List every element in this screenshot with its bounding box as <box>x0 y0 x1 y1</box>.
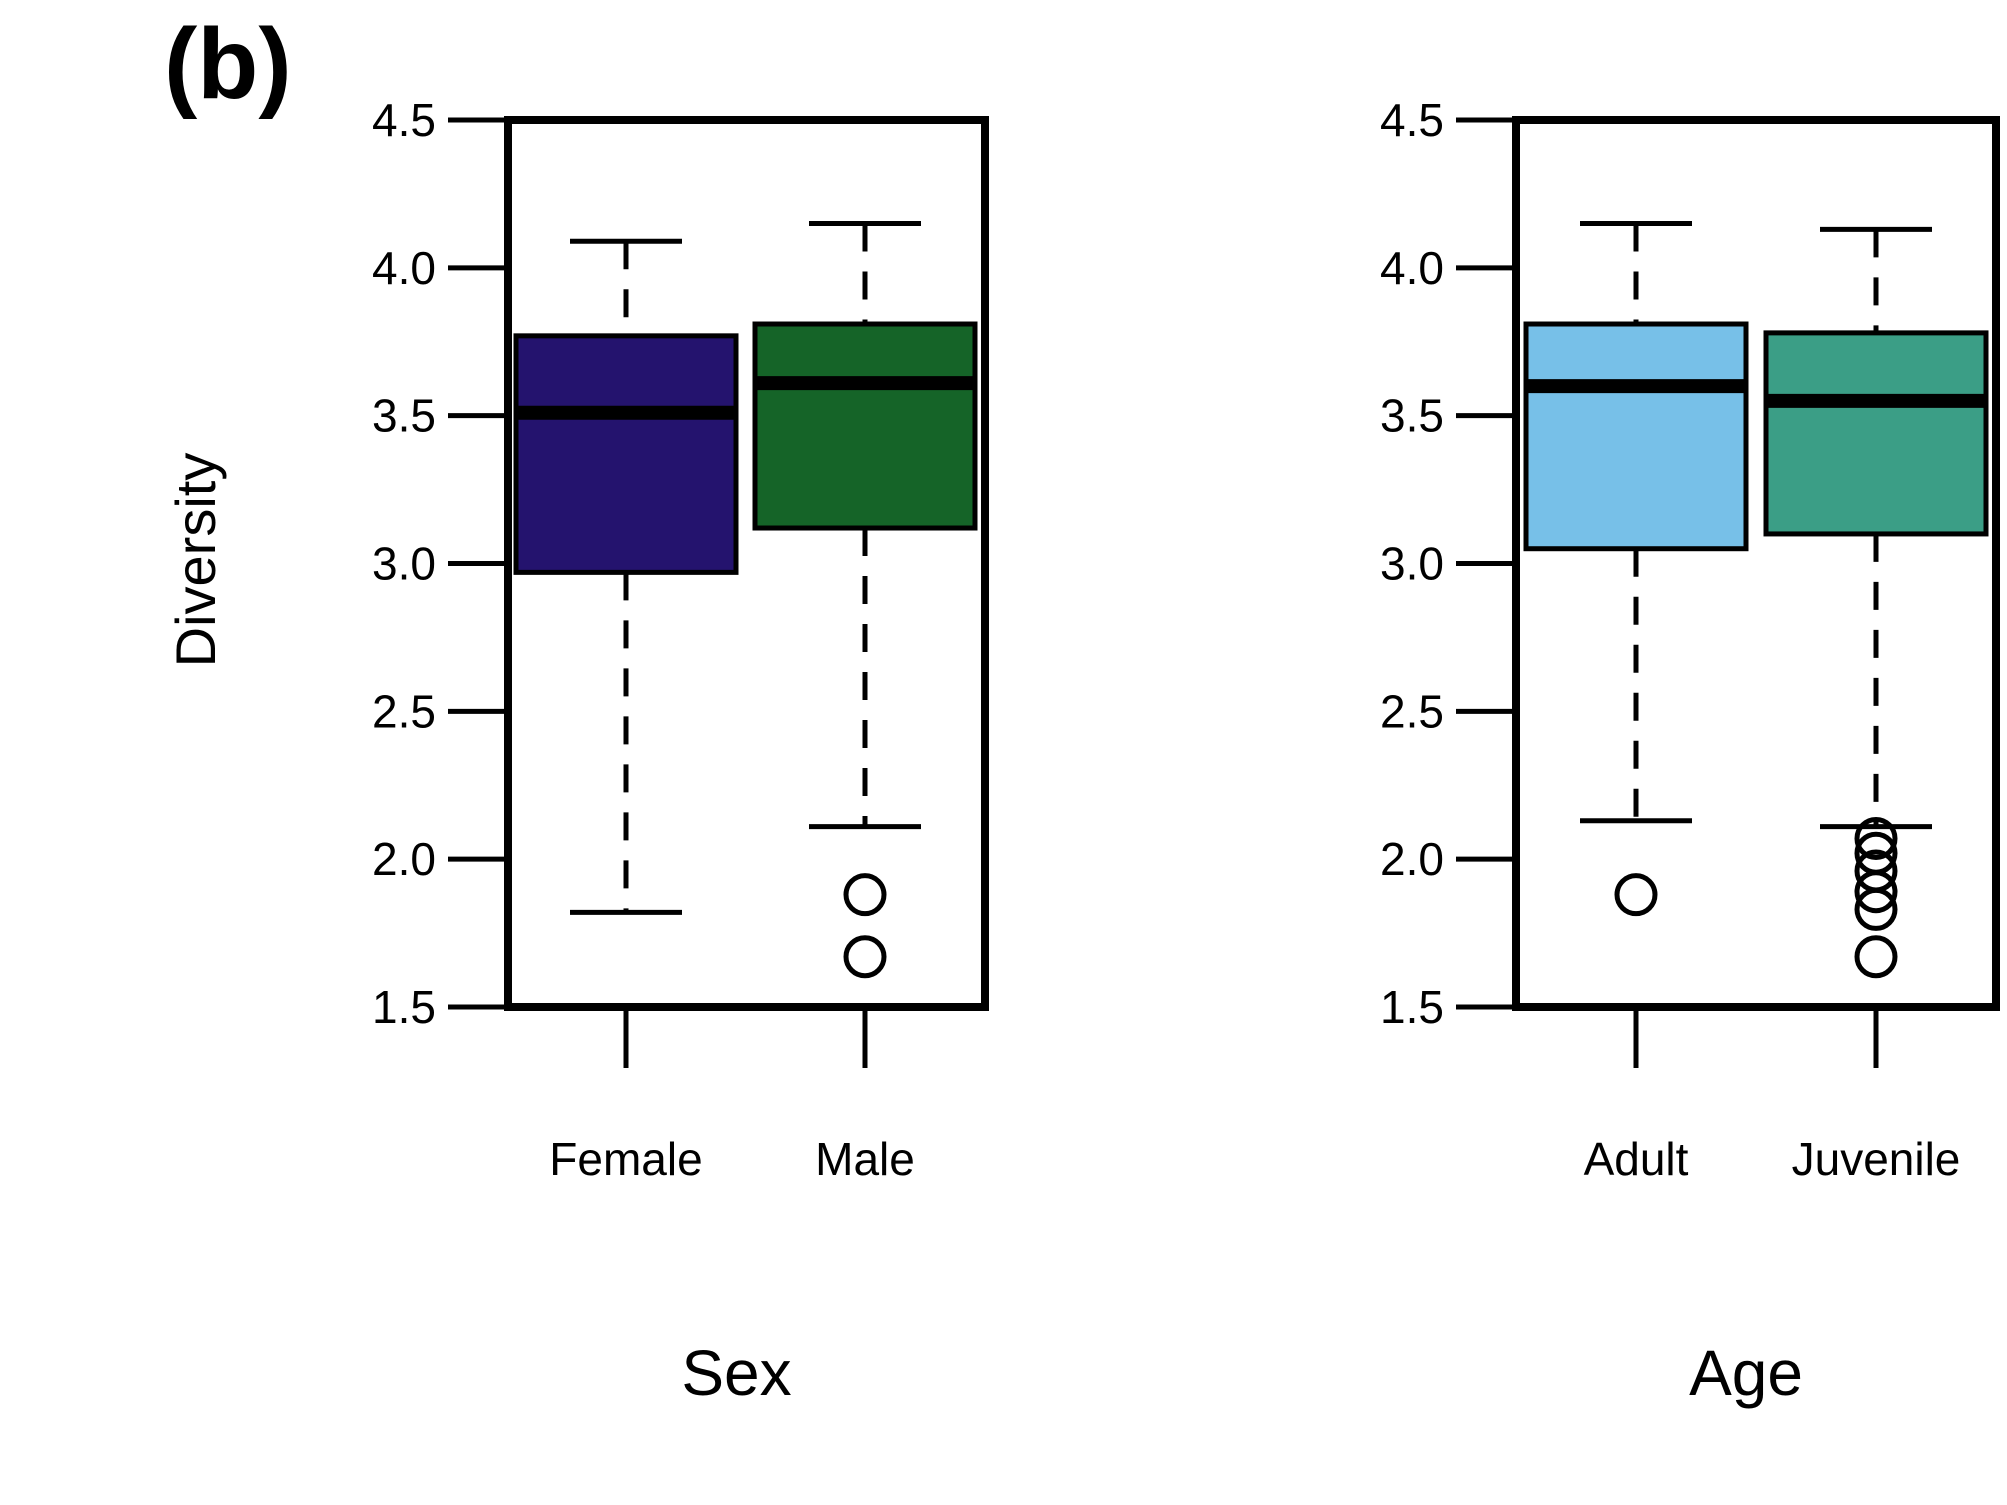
y-tick-label: 4.0 <box>372 242 436 294</box>
y-tick-label: 3.5 <box>372 390 436 442</box>
outlier-point <box>1854 887 1898 931</box>
y-tick-label: 4.0 <box>1380 242 1444 294</box>
outlier-point <box>1614 873 1658 917</box>
y-tick-label: 3.0 <box>1380 538 1444 590</box>
panel-age: 1.5 2.0 2.5 3.0 3.5 4.0 4.5 Adult Juvenile Age <box>1380 94 2000 1409</box>
outlier-point <box>1854 870 1898 914</box>
x-axis-title: Sex <box>681 1337 791 1409</box>
y-tick-label: 1.5 <box>372 981 436 1033</box>
plot-frame <box>1512 116 2000 1011</box>
panel-sex: 1.5 2.0 2.5 3.0 3.5 4.0 4.5 Female Male Sex <box>372 94 989 1409</box>
category-label: Juvenile <box>1792 1133 1961 1185</box>
y-tick-label: 2.5 <box>372 685 436 737</box>
box-female <box>513 238 739 915</box>
box-iqr <box>752 321 978 531</box>
outlier-point <box>843 873 887 917</box>
x-axis-title: Age <box>1689 1337 1803 1409</box>
y-tick-label: 2.5 <box>1380 685 1444 737</box>
box-juvenile <box>1763 226 1989 979</box>
category-label: Female <box>549 1133 702 1185</box>
box-adult <box>1523 220 1749 917</box>
outlier-point <box>1854 935 1898 979</box>
y-tick-label: 3.5 <box>1380 390 1444 442</box>
y-tick-label: 4.5 <box>1380 94 1444 146</box>
y-tick-label: 2.0 <box>1380 833 1444 885</box>
box-iqr <box>513 333 739 575</box>
outlier-point <box>843 935 887 979</box>
category-label: Male <box>815 1133 915 1185</box>
box-iqr <box>1763 330 1989 537</box>
outlier-point <box>1854 816 1898 860</box>
plot-frame <box>504 116 989 1011</box>
y-tick-label: 2.0 <box>372 833 436 885</box>
y-tick-label: 4.5 <box>372 94 436 146</box>
box-iqr <box>1523 321 1749 552</box>
y-tick-label: 3.0 <box>372 538 436 590</box>
y-axis-title: Diversity <box>164 453 227 668</box>
panel-label: (b) <box>164 8 292 120</box>
box-male <box>752 220 978 979</box>
y-tick-label: 1.5 <box>1380 981 1444 1033</box>
category-label: Adult <box>1584 1133 1689 1185</box>
